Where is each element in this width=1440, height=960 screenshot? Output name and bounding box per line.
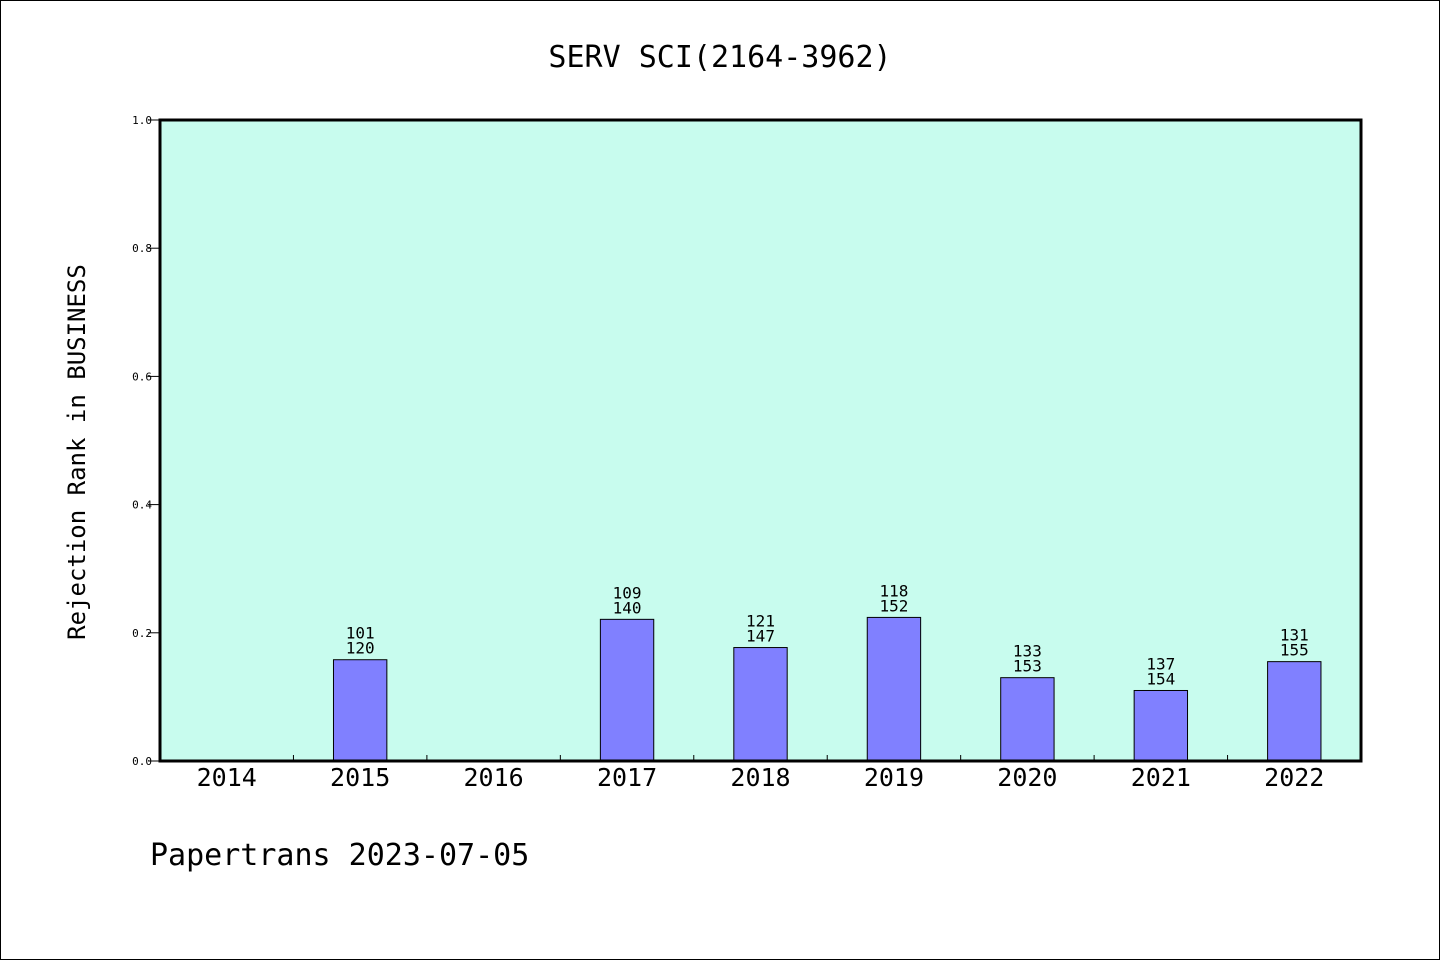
bar-2020: [1000, 677, 1055, 762]
bar-label-bottom: 120: [346, 639, 375, 658]
bar-label-bottom: 155: [1280, 641, 1309, 660]
y-tick-label: 0.0: [132, 755, 152, 768]
bar-label-top: 133: [1013, 642, 1042, 661]
axis-ticks-group: 0.0 0.2 0.4 0.6 0.8 1.0 2014 2015 2016 2017 2018 20…: [132, 114, 1324, 792]
bar-label-top: 131: [1280, 626, 1309, 645]
x-tick-label: 2022: [1264, 763, 1324, 792]
x-tick-label: 2015: [330, 763, 390, 792]
y-tick-label: 0.4: [132, 499, 152, 512]
x-tick-label: 2017: [597, 763, 657, 792]
x-tick-label: 2014: [197, 763, 257, 792]
bar-2015: [332, 659, 388, 762]
x-tick-label: 2020: [997, 763, 1057, 792]
x-tick-label: 2021: [1131, 763, 1191, 792]
bar-2018: [733, 647, 788, 762]
y-tick-label: 0.6: [132, 370, 152, 383]
bar-label-top: 121: [746, 612, 775, 631]
bar-2017: [599, 618, 655, 762]
footer-text: Papertrans 2023-07-05: [150, 838, 529, 873]
bar-label-bottom: 153: [1013, 657, 1042, 676]
y-axis-label: Rejection Rank in BUSINESS: [63, 264, 91, 640]
x-tick-label: 2018: [730, 763, 790, 792]
bar-label-top: 109: [613, 583, 642, 602]
bar-label-bottom: 152: [879, 596, 908, 615]
chart-title: SERV SCI(2164-3962): [548, 40, 891, 75]
bar-label-top: 118: [879, 581, 908, 600]
x-tick-label: 2019: [864, 763, 924, 792]
bar-label-bottom: 154: [1146, 669, 1175, 688]
x-tick-label: 2016: [464, 763, 524, 792]
bar-2022: [1267, 661, 1322, 762]
y-tick-label: 1.0: [132, 114, 152, 127]
bar-label-top: 137: [1146, 654, 1175, 673]
bar-2021: [1133, 689, 1189, 762]
bar-label-top: 101: [346, 624, 375, 643]
bar-2019: [866, 616, 922, 762]
bar-label-bottom: 147: [746, 627, 775, 646]
bar-label-bottom: 140: [613, 598, 642, 617]
y-tick-label: 0.8: [132, 242, 152, 255]
y-tick-label: 0.2: [132, 627, 152, 640]
plot-border: [158, 118, 1363, 763]
